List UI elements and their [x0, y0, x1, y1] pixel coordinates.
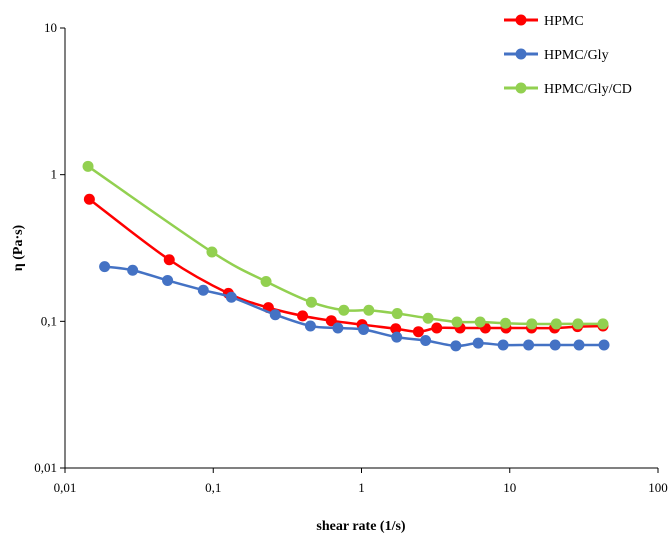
data-point — [390, 323, 402, 335]
series-hpmc-gly-cd — [82, 160, 609, 330]
y-axis-title: η (Pa·s) — [11, 224, 26, 271]
data-point — [338, 304, 350, 316]
data-point — [474, 316, 486, 328]
series-hpmc-gly — [99, 261, 610, 352]
data-point — [225, 291, 237, 303]
data-point — [500, 317, 512, 329]
data-point — [82, 160, 94, 172]
data-point — [391, 308, 403, 320]
data-point — [573, 339, 585, 351]
y-tick-label: 0,1 — [41, 313, 57, 328]
x-tick-label: 10 — [503, 480, 516, 495]
data-point — [304, 320, 316, 332]
data-point — [305, 296, 317, 308]
data-point — [260, 275, 272, 287]
data-point — [297, 310, 309, 322]
data-point — [523, 339, 535, 351]
data-point — [412, 326, 424, 338]
legend-swatch-marker — [515, 48, 527, 60]
x-axis-title: shear rate (1/s) — [316, 519, 405, 534]
data-point — [197, 284, 209, 296]
data-point — [206, 246, 218, 258]
data-point — [431, 322, 443, 334]
legend-item-hpmc-gly: HPMC/Gly — [504, 48, 609, 63]
ticks-layer: 0,01 0,1 1 10 100 0,01 0,1 1 10 — [34, 20, 668, 495]
data-point — [497, 339, 509, 351]
y-tick-label: 10 — [44, 20, 57, 35]
legend-swatch-marker — [515, 82, 527, 94]
x-tick-label: 1 — [358, 480, 365, 495]
x-tick-label: 0,1 — [205, 480, 221, 495]
x-tick-label: 0,01 — [54, 480, 77, 495]
series-layer — [82, 160, 610, 352]
data-point — [451, 316, 463, 328]
data-point — [99, 261, 111, 273]
data-point — [358, 323, 370, 335]
data-point — [325, 315, 337, 327]
data-point — [598, 339, 610, 351]
series-line-hpmc-gly — [104, 265, 605, 348]
data-point — [163, 254, 175, 266]
data-point — [269, 309, 281, 321]
data-point — [549, 339, 561, 351]
data-point — [597, 318, 609, 330]
legend-item-hpmc-gly-cd: HPMC/Gly/CD — [504, 82, 632, 97]
legend-label: HPMC — [544, 14, 584, 29]
data-point — [572, 318, 584, 330]
data-point — [363, 304, 375, 316]
data-point — [83, 193, 95, 205]
axes-layer: shear rate (1/s) η (Pa·s) — [11, 28, 658, 534]
series-hpmc — [83, 193, 609, 338]
x-tick-label: 100 — [648, 480, 668, 495]
legend-swatch-marker — [515, 14, 527, 26]
legend: HPMC HPMC/Gly HPMC/Gly/CD — [504, 14, 632, 97]
data-point — [162, 274, 174, 286]
data-point — [526, 318, 538, 330]
data-point — [550, 318, 562, 330]
data-point — [420, 335, 432, 347]
data-point — [472, 337, 484, 349]
series-line-hpmc-gly-cd — [87, 165, 603, 326]
data-point — [127, 264, 139, 276]
legend-item-hpmc: HPMC — [504, 14, 584, 29]
data-point — [450, 340, 462, 352]
y-tick-label: 0,01 — [34, 460, 57, 475]
data-point — [422, 312, 434, 324]
data-point — [391, 331, 403, 343]
data-point — [332, 322, 344, 334]
legend-label: HPMC/Gly — [544, 48, 609, 63]
legend-label: HPMC/Gly/CD — [544, 82, 632, 97]
y-tick-label: 1 — [51, 167, 58, 182]
